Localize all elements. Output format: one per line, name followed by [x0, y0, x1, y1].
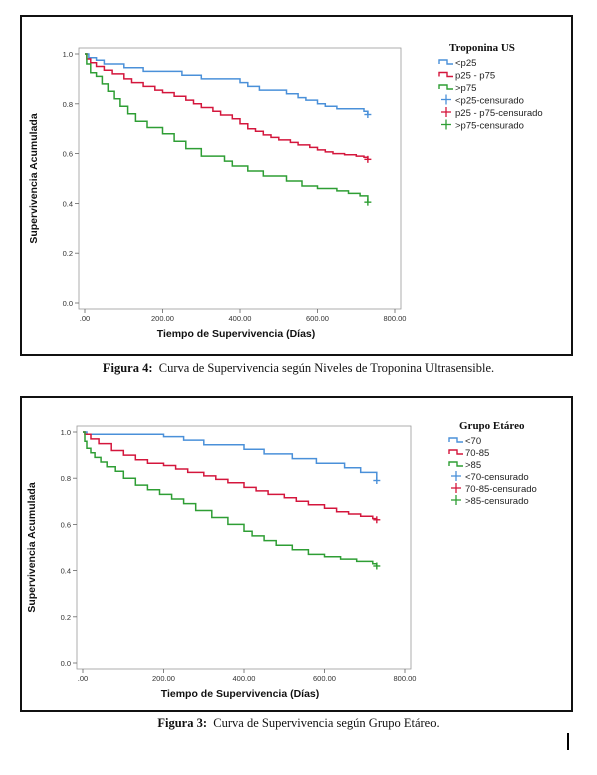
legend-label-1: p25 - p75: [455, 71, 495, 82]
y-tick-label: 0.4: [63, 199, 73, 208]
plot-frame: [78, 47, 402, 310]
legend-swatch-2: [448, 461, 463, 467]
figure-3-text: Curva de Supervivencia según Grupo Etáre…: [213, 716, 440, 730]
x-tick-label: 400.00: [233, 674, 256, 683]
x-tick-label: 800.00: [384, 314, 407, 323]
legend-swatch-0: [438, 59, 453, 65]
survival-chart-grupo-etareo: 0.0 0.2 0.4 0.6 0.8 1.0 .00 200.00 400.00 600.00 8…: [20, 396, 573, 712]
y-tick-label: 0.0: [61, 659, 71, 668]
legend-label-3: <70-censurado: [465, 472, 529, 483]
chart-svg-troponina: 0.0 0.2 0.4 0.6 0.8 1.0 .00 200.00 400.00 600.00 8…: [28, 42, 543, 340]
figure-4-label: Figura 4:: [102, 361, 153, 375]
y-tick-label: 0.0: [63, 299, 73, 308]
x-tick-label: 800.00: [394, 674, 417, 683]
legend-title: Troponina US: [449, 42, 515, 54]
figure-4-caption: Figura 4: Curva de Supervivencia según N…: [0, 361, 597, 376]
survival-chart-troponina: 0.0 0.2 0.4 0.6 0.8 1.0 .00 200.00 400.00 600.00 8…: [20, 15, 573, 356]
figure-4-text: Curva de Supervivencia según Niveles de …: [158, 361, 495, 375]
y-tick-label: 1.0: [61, 428, 71, 437]
y-axis-label: Supervivencia Acumulada: [26, 482, 38, 612]
legend-swatch-2: [438, 84, 453, 90]
legend-label-1: 70-85: [465, 448, 489, 459]
legend-label-5: >p75-censurado: [455, 121, 524, 132]
legend-label-2: >85: [465, 460, 481, 471]
series-line-0: [83, 431, 378, 481]
series-line-2: [83, 431, 378, 566]
series-line-2: [85, 53, 369, 203]
legend-label-0: <70: [465, 436, 481, 447]
series-line-0: [85, 53, 369, 115]
legend-swatch-1: [448, 449, 463, 455]
y-tick-label: 0.8: [61, 474, 71, 483]
plot-frame: [76, 425, 412, 670]
legend-swatch-1: [438, 71, 453, 78]
x-tick-label: 600.00: [313, 674, 336, 683]
x-tick-label: .00: [80, 314, 90, 323]
legend-swatch-0: [448, 437, 463, 443]
x-tick-label: 400.00: [229, 314, 252, 323]
legend-label-4: 70-85-censurado: [465, 484, 537, 495]
legend-label-5: >85-censurado: [465, 496, 529, 507]
chart-svg-grupo-etareo: 0.0 0.2 0.4 0.6 0.8 1.0 .00 200.00 400.00 600.00 8…: [26, 420, 537, 700]
legend-label-4: p25 - p75-censurado: [455, 108, 543, 119]
x-tick-label: 200.00: [151, 314, 174, 323]
y-tick-label: 1.0: [63, 50, 73, 59]
series-line-1: [83, 431, 378, 520]
y-tick-label: 0.6: [61, 520, 71, 529]
legend-label-3: <p25-censurado: [455, 96, 524, 107]
series-line-1: [85, 53, 369, 160]
text-cursor: [567, 733, 569, 750]
y-tick-label: 0.6: [63, 150, 73, 159]
y-tick-label: 0.2: [61, 613, 71, 622]
y-tick-label: 0.8: [63, 100, 73, 109]
figure-3-label: Figura 3:: [157, 716, 208, 730]
legend-label-0: <p25: [455, 58, 476, 69]
x-axis-label: Tiempo de Supervivencia (Días): [157, 328, 316, 340]
y-tick-label: 0.4: [61, 567, 71, 576]
x-tick-label: .00: [78, 674, 88, 683]
figure-3-caption: Figura 3: Curva de Supervivencia según G…: [0, 716, 597, 731]
y-tick-label: 0.2: [63, 249, 73, 258]
x-tick-label: 200.00: [152, 674, 175, 683]
y-axis-label: Supervivencia Acumulada: [28, 113, 40, 243]
x-tick-label: 600.00: [306, 314, 329, 323]
legend-label-2: >p75: [455, 83, 476, 94]
x-axis-label: Tiempo de Supervivencia (Días): [161, 688, 320, 700]
legend-title: Grupo Etáreo: [459, 420, 525, 432]
